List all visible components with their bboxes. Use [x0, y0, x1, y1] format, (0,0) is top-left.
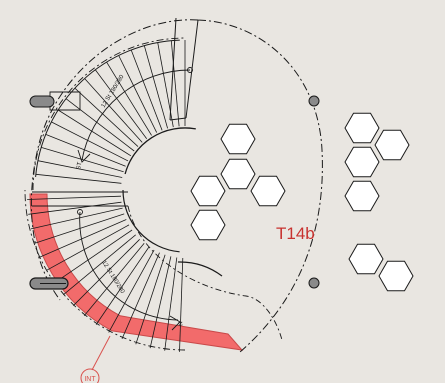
stair-tread — [63, 234, 136, 296]
callout-bubble — [80, 368, 100, 383]
lower-inner-arc — [122, 189, 223, 277]
walking-line-arrow — [77, 149, 91, 163]
stair-tread — [39, 219, 127, 258]
stair-tread — [149, 256, 172, 349]
stair-tread — [27, 195, 122, 200]
hexagon-cluster-right-bottom — [348, 243, 414, 292]
stair-label-upper: 12 St 180/280 — [101, 74, 126, 109]
stair-outer-arc — [24, 37, 186, 351]
stair-tread — [45, 134, 126, 167]
hexagon-cluster-center — [190, 123, 286, 241]
hexagon-tile — [344, 112, 380, 144]
hexagon-tile — [348, 243, 384, 275]
walking-line-lower-arrow — [169, 315, 181, 331]
stair-tread — [57, 109, 132, 157]
upper-landing-box — [49, 91, 81, 111]
hexagon-tile — [344, 180, 380, 212]
room-code-label: T14b — [276, 224, 315, 243]
walking-line-upper — [77, 67, 193, 163]
stair-tread — [34, 213, 125, 244]
stair-marker-upper: ST — [76, 161, 83, 170]
outer-boundary-arc — [30, 19, 323, 353]
walking-line-lower — [77, 209, 181, 331]
hexagon-cluster-right-top — [344, 112, 410, 212]
stair-tread — [179, 257, 184, 352]
hexagon-tile — [344, 146, 380, 178]
stair-tread — [118, 55, 158, 133]
stair-tread — [95, 246, 150, 325]
hexagon-tile — [190, 209, 226, 241]
stair-tread — [106, 61, 152, 136]
stair-tread — [84, 78, 143, 143]
stair-tread — [157, 42, 174, 128]
stair-tread — [83, 243, 145, 316]
stair-tread — [54, 229, 133, 284]
stair-treads-upper — [35, 40, 186, 184]
stair-marker-lower: N — [176, 321, 183, 326]
stair-tread — [30, 207, 123, 230]
stair-tread — [74, 87, 139, 147]
stair-tread — [37, 160, 123, 178]
walking-line-start-dot — [187, 67, 193, 73]
stair-tread — [130, 49, 163, 131]
stair-tread — [28, 201, 122, 215]
hexagon-tile — [374, 129, 410, 161]
hexagon-tile — [190, 175, 226, 207]
callout-label: INT — [84, 376, 96, 383]
stair-label-lower: 12 St 180/280 — [100, 260, 125, 295]
anchor-dot-right-lower — [308, 277, 320, 289]
hexagon-tile — [250, 175, 286, 207]
highlighted-stair-band — [29, 193, 244, 351]
stair-tread — [170, 40, 180, 127]
anchor-dot-right-upper — [308, 95, 320, 107]
hexagon-tile — [378, 260, 414, 292]
stair-tread — [35, 173, 122, 184]
lower-dashed-arc — [127, 205, 283, 341]
stair-tread — [65, 98, 135, 152]
stair-tread — [108, 249, 155, 333]
stair-tread — [135, 254, 166, 345]
stair-tread — [121, 252, 160, 340]
callout-leader — [91, 335, 111, 371]
stair-tread — [46, 224, 130, 271]
hexagon-tile — [220, 123, 256, 155]
stair-tread — [73, 239, 140, 306]
stair-tread — [51, 121, 129, 162]
stair-rail-inner — [124, 127, 196, 175]
hexagon-tile — [220, 158, 256, 190]
walking-line-lower-dot — [77, 209, 83, 215]
stair-tread — [164, 257, 178, 351]
wall-post-upper-left — [29, 95, 55, 108]
stair-tread — [143, 45, 168, 129]
stair-treads-lower — [27, 195, 184, 352]
stair-rail-outer — [35, 39, 180, 177]
stair-tread — [94, 69, 148, 139]
